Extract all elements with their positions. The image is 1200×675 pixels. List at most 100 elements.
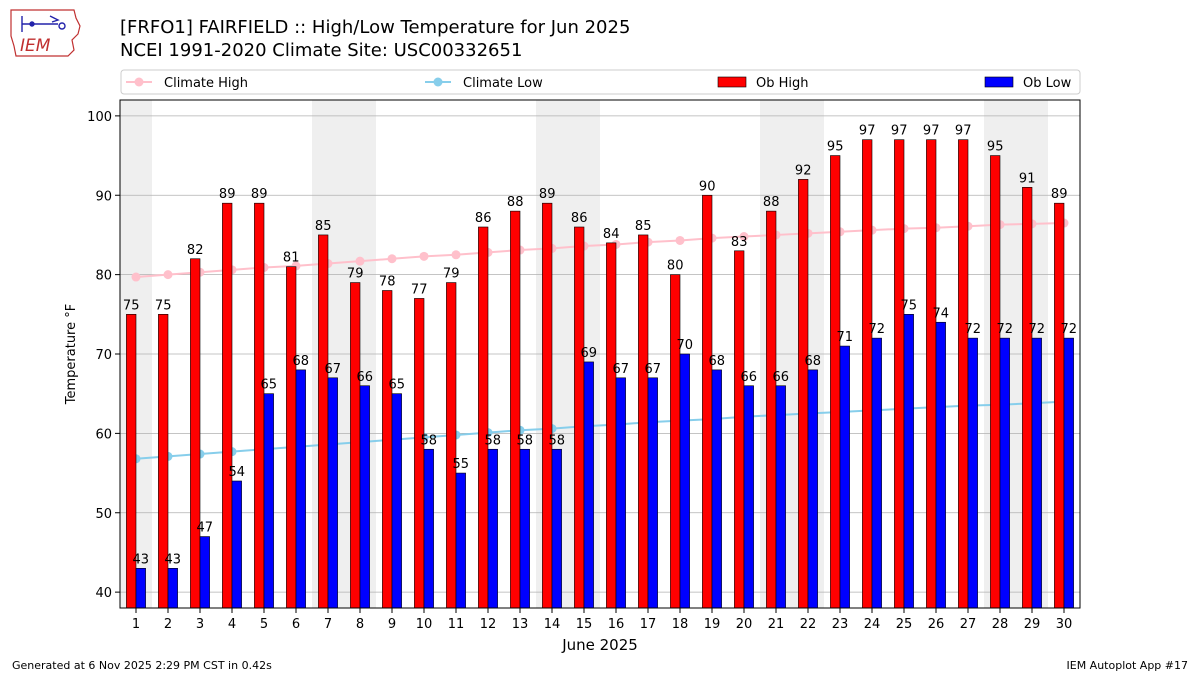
bar-high-4 [222,202,233,609]
app-footer: IEM Autoplot App #17 [1066,659,1189,672]
bar-low-29 [1031,337,1042,609]
bar-high-28 [990,155,1001,609]
label-high-4: 89 [219,187,236,202]
bar-low-16 [615,377,626,609]
bar-low-4 [231,480,242,609]
x-tick-label-30: 30 [1056,617,1073,632]
bar-low-30 [1063,337,1074,609]
label-low-6: 68 [293,354,310,369]
label-high-7: 85 [315,219,332,234]
label-low-18: 70 [677,338,694,353]
legend-marker-climate-low [433,77,443,87]
chart-title: [FRFO1] FAIRFIELD :: High/Low Temperatur… [120,17,631,38]
bar-high-13 [510,210,521,609]
bar-high-3 [190,258,201,609]
x-tick-label-20: 20 [736,617,753,632]
bar-high-14 [542,202,553,609]
label-high-23: 95 [827,140,844,155]
y-tick-label-40: 40 [95,586,112,601]
bar-high-24 [862,139,873,609]
label-low-26: 74 [933,306,950,321]
bar-high-10 [414,298,425,609]
x-tick-label-5: 5 [260,617,268,632]
label-high-9: 78 [379,275,396,290]
x-tick-label-8: 8 [356,617,364,632]
iem-logo: IEM [8,6,84,64]
bar-low-11 [455,472,466,609]
label-high-27: 97 [955,124,972,139]
label-high-10: 77 [411,282,428,297]
label-low-23: 71 [837,330,854,345]
bar-labels: 75 43 75 43 82 47 89 54 89 65 81 68 85 67 79 66 78 65 77 58… [123,124,1077,568]
climate-high-line [135,222,1065,279]
climate-high-point-9 [387,254,397,264]
label-low-15: 69 [581,346,598,361]
climate-high-point-11 [451,250,461,260]
climate-high-point-8 [355,256,365,266]
label-low-25: 75 [901,298,918,313]
legend-box [120,69,1081,95]
label-high-22: 92 [795,163,812,178]
label-high-14: 89 [539,187,556,202]
label-low-8: 66 [357,370,374,385]
x-tick-label-24: 24 [864,617,881,632]
climate-high-point-18 [675,235,685,245]
x-tick-label-28: 28 [992,617,1009,632]
bar-low-3 [199,536,210,609]
label-low-10: 58 [421,433,438,448]
bar-high-23 [830,155,841,609]
legend-label-climate-high: Climate High [164,76,248,91]
bar-high-15 [574,226,585,609]
bar-low-14 [551,448,562,609]
y-axis-label: Temperature °F [64,304,79,405]
x-tick-label-27: 27 [960,617,977,632]
label-high-28: 95 [987,140,1004,155]
x-tick-label-12: 12 [480,617,497,632]
label-high-17: 85 [635,219,652,234]
label-high-5: 89 [251,187,268,202]
label-high-3: 82 [187,243,204,258]
label-low-19: 68 [709,354,726,369]
bar-low-10 [423,448,434,609]
x-tick-label-4: 4 [228,617,236,632]
bar-low-20 [743,385,754,609]
label-low-22: 68 [805,354,822,369]
x-tick-label-26: 26 [928,617,945,632]
bar-high-9 [382,290,393,609]
label-low-9: 65 [389,378,406,393]
bar-high-11 [446,282,457,609]
y-tick-label-50: 50 [95,507,112,522]
label-low-7: 67 [325,362,342,377]
label-low-1: 43 [133,552,150,567]
label-low-21: 66 [773,370,790,385]
bar-low-8 [359,385,370,609]
label-high-25: 97 [891,124,908,139]
label-high-1: 75 [123,298,140,313]
label-high-11: 79 [443,267,460,282]
label-low-4: 54 [229,465,246,480]
bar-low-12 [487,448,498,609]
bar-low-13 [519,448,530,609]
bar-low-15 [583,361,594,609]
bar-high-22 [798,179,809,609]
generated-footer: Generated at 6 Nov 2025 2:29 PM CST in 0… [12,659,272,672]
x-axis-label: June 2025 [561,636,638,654]
x-tick-label-14: 14 [544,617,561,632]
bar-low-17 [647,377,658,609]
label-high-13: 88 [507,195,524,210]
label-high-12: 86 [475,211,492,226]
label-high-16: 84 [603,227,620,242]
label-low-27: 72 [965,322,982,337]
legend: Climate High Climate Low Ob High Ob Low [120,69,1081,95]
bar-low-9 [391,393,402,609]
label-low-24: 72 [869,322,886,337]
y-tick-label-80: 80 [95,269,112,284]
label-low-11: 55 [453,457,470,472]
label-low-3: 47 [197,521,214,536]
climate-high-point-2 [163,270,173,280]
label-low-12: 58 [485,433,502,448]
x-tick-label-15: 15 [576,617,593,632]
y-tick-label-70: 70 [95,348,112,363]
x-tick-label-16: 16 [608,617,625,632]
